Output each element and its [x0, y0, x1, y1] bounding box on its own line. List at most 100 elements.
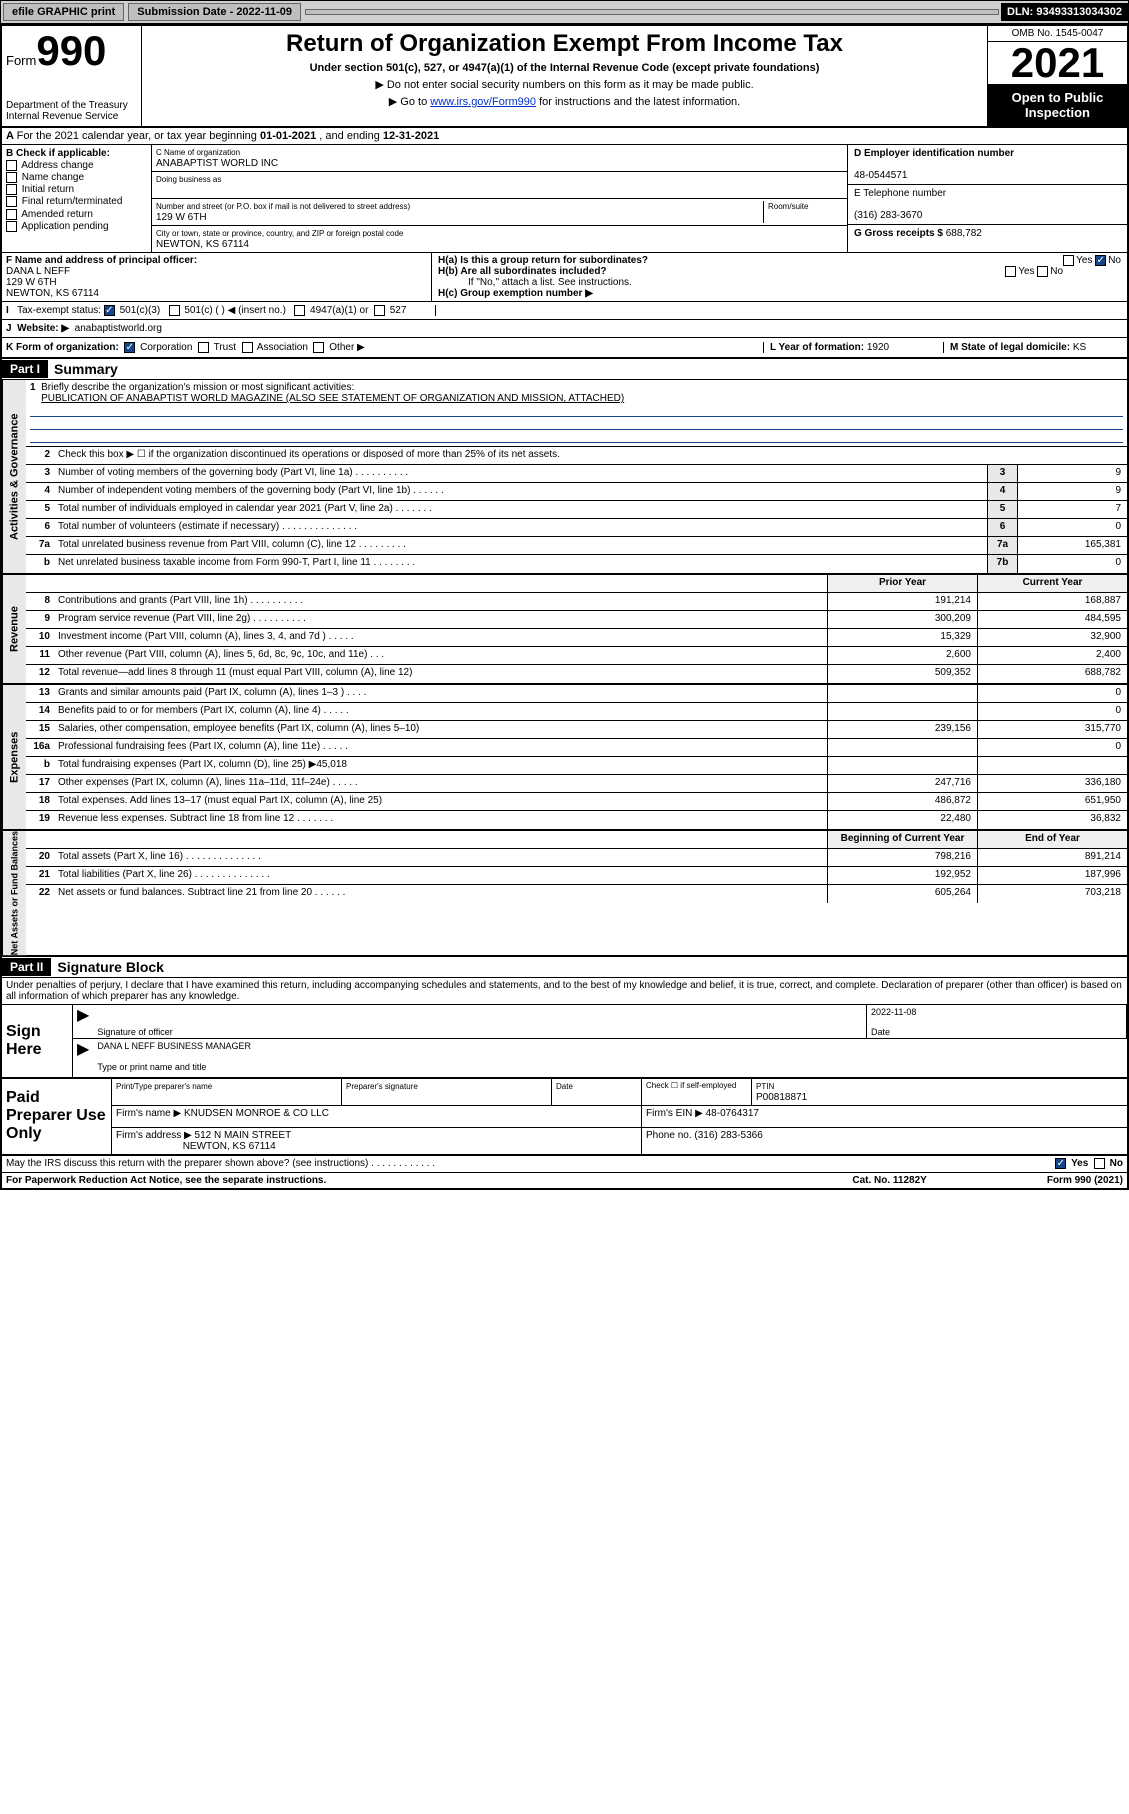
hb-yes-lbl: Yes — [1018, 266, 1034, 277]
chk-527[interactable] — [374, 305, 385, 316]
l12-prior: 509,352 — [827, 665, 977, 683]
form-header: Form990 Department of the Treasury Inter… — [2, 26, 1127, 128]
l17-prior: 247,716 — [827, 775, 977, 792]
chk-final[interactable] — [6, 196, 17, 207]
l2-text: Check this box ▶ ☐ if the organization d… — [54, 447, 1127, 464]
l13-text: Grants and similar amounts paid (Part IX… — [54, 685, 827, 702]
firm-phone: (316) 283-5366 — [694, 1130, 762, 1141]
row-j: J Website: ▶ anabaptistworld.org — [2, 320, 1127, 338]
ein-value: 48-0544571 — [854, 170, 907, 181]
ha-yes-lbl: Yes — [1076, 255, 1092, 266]
chk-address[interactable] — [6, 160, 17, 171]
chk-pending[interactable] — [6, 221, 17, 232]
expenses-section: Expenses 13Grants and similar amounts pa… — [2, 685, 1127, 831]
chk-corp[interactable]: ✓ — [124, 342, 135, 353]
part1-header: Part I Summary — [2, 359, 1127, 380]
l15-text: Salaries, other compensation, employee b… — [54, 721, 827, 738]
l11-prior: 2,600 — [827, 647, 977, 664]
chk-name[interactable] — [6, 172, 17, 183]
form-subtitle: Under section 501(c), 527, or 4947(a)(1)… — [148, 62, 981, 74]
l14-prior — [827, 703, 977, 720]
l14-text: Benefits paid to or for members (Part IX… — [54, 703, 827, 720]
header-right: OMB No. 1545-0047 2021 Open to Public In… — [987, 26, 1127, 126]
l10-current: 32,900 — [977, 629, 1127, 646]
header-left: Form990 Department of the Treasury Inter… — [2, 26, 142, 126]
room-label: Room/suite — [768, 202, 808, 211]
firm-addr-label: Firm's address ▶ — [116, 1130, 192, 1141]
chk-other[interactable] — [313, 342, 324, 353]
ha-yes[interactable] — [1063, 255, 1074, 266]
website-value: anabaptistworld.org — [75, 323, 162, 334]
officer-name: DANA L NEFF — [6, 266, 70, 277]
signer-name-label: Type or print name and title — [97, 1062, 206, 1072]
l22-prior: 605,264 — [827, 885, 977, 903]
l16b-value: 45,018 — [316, 759, 347, 770]
gross-label: G Gross receipts $ — [854, 228, 943, 239]
chk-amended[interactable] — [6, 209, 17, 220]
note2-post: for instructions and the latest informat… — [536, 96, 740, 108]
paid-preparer-label: Paid Preparer Use Only — [2, 1079, 112, 1154]
self-employed-chk: Check ☐ if self-employed — [642, 1079, 752, 1105]
signer-name: DANA L NEFF BUSINESS MANAGER — [97, 1041, 251, 1051]
rowa-mid: , and ending — [316, 130, 383, 142]
begin-year-hdr: Beginning of Current Year — [827, 831, 977, 848]
l10-text: Investment income (Part VIII, column (A)… — [54, 629, 827, 646]
l7a-value: 165,381 — [1017, 537, 1127, 554]
sign-section: Sign Here ▶ Signature of officer 2022-11… — [2, 1005, 1127, 1079]
sig-label: Signature of officer — [97, 1027, 172, 1037]
c-label: C Name of organization — [156, 148, 240, 157]
hb-yes[interactable] — [1005, 266, 1016, 277]
dept-treasury: Department of the Treasury — [6, 100, 137, 111]
chk-initial[interactable] — [6, 184, 17, 195]
l11-current: 2,400 — [977, 647, 1127, 664]
hb-label: H(b) Are all subordinates included? — [438, 266, 607, 277]
mission-text: PUBLICATION OF ANABAPTIST WORLD MAGAZINE… — [41, 393, 624, 404]
chk-501c[interactable] — [169, 305, 180, 316]
dept-irs: Internal Revenue Service — [6, 111, 137, 122]
opt-address: Address change — [21, 160, 93, 171]
l3-value: 9 — [1017, 465, 1127, 482]
firm-phone-label: Phone no. — [646, 1130, 692, 1141]
phone-label: E Telephone number — [854, 188, 946, 199]
sig-arrow2-icon: ▶ — [73, 1039, 93, 1073]
chk-trust[interactable] — [198, 342, 209, 353]
current-year-hdr: Current Year — [977, 575, 1127, 592]
chk-4947[interactable] — [294, 305, 305, 316]
b-mid: C Name of organizationANABAPTIST WORLD I… — [152, 145, 847, 252]
open-public: Open to Public Inspection — [988, 84, 1127, 126]
note-ssn: ▶ Do not enter social security numbers o… — [148, 78, 981, 91]
efile-button[interactable]: efile GRAPHIC print — [3, 3, 124, 21]
part1-badge: Part I — [2, 360, 48, 378]
preparer-sig-hdr: Preparer's signature — [346, 1082, 418, 1091]
firm-name: KNUDSEN MONROE & CO LLC — [184, 1108, 329, 1119]
row-f: F Name and address of principal officer:… — [2, 253, 1127, 302]
may-yes[interactable]: ✓ — [1055, 1158, 1066, 1169]
l19-prior: 22,480 — [827, 811, 977, 829]
m-label: M State of legal domicile: — [950, 342, 1070, 353]
l5-value: 7 — [1017, 501, 1127, 518]
note2-pre: ▶ Go to — [389, 96, 430, 108]
may-yes-lbl: Yes — [1071, 1159, 1088, 1170]
opt-name: Name change — [22, 172, 84, 183]
row-k: K Form of organization: ✓ Corporation Tr… — [2, 338, 1127, 359]
ha-no[interactable]: ✓ — [1095, 255, 1106, 266]
may-no[interactable] — [1094, 1158, 1105, 1169]
form-number: 990 — [36, 27, 106, 74]
chk-assoc[interactable] — [242, 342, 253, 353]
opt-final: Final return/terminated — [22, 197, 123, 208]
opt-amended: Amended return — [21, 209, 93, 220]
note-link: ▶ Go to www.irs.gov/Form990 for instruct… — [148, 95, 981, 108]
dba-label: Doing business as — [156, 175, 221, 184]
l16b-prior-grey — [827, 757, 977, 774]
l15-current: 315,770 — [977, 721, 1127, 738]
paid-preparer-section: Paid Preparer Use Only Print/Type prepar… — [2, 1079, 1127, 1156]
l8-text: Contributions and grants (Part VIII, lin… — [54, 593, 827, 610]
hb-no[interactable] — [1037, 266, 1048, 277]
chk-501c3[interactable]: ✓ — [104, 305, 115, 316]
l16a-current: 0 — [977, 739, 1127, 756]
gross-value: 688,782 — [946, 228, 982, 239]
tax-year: 2021 — [988, 42, 1127, 84]
l19-text: Revenue less expenses. Subtract line 18 … — [54, 811, 827, 829]
irs-link[interactable]: www.irs.gov/Form990 — [430, 96, 536, 108]
hc-label: H(c) Group exemption number ▶ — [438, 288, 593, 299]
